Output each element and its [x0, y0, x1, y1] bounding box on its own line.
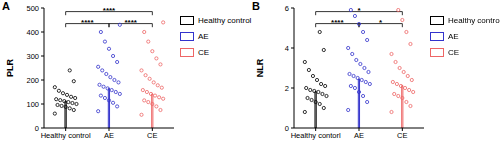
svg-text:*: *: [379, 18, 383, 27]
svg-text:0: 0: [285, 124, 289, 133]
svg-text:Healthy contorl: Healthy contorl: [291, 131, 341, 140]
svg-text:500: 500: [26, 4, 39, 13]
html-text:B: B: [252, 0, 260, 12]
svg-text:CE: CE: [397, 131, 407, 140]
svg-text:200: 200: [26, 76, 39, 85]
svg-text:PLR: PLR: [8, 58, 15, 77]
svg-text:2: 2: [285, 84, 289, 93]
svg-text:6: 6: [285, 4, 289, 13]
svg-text:400: 400: [26, 28, 39, 37]
svg-text:****: ****: [331, 18, 344, 27]
html-text:AE: AE: [198, 31, 209, 41]
html-text:Healthy control: Healthy control: [198, 15, 252, 25]
svg-text:AE: AE: [354, 131, 364, 140]
svg-text:100: 100: [26, 100, 39, 109]
svg-text:Healthy control: Healthy control: [41, 131, 91, 140]
svg-text:****: ****: [124, 18, 137, 27]
svg-text:CE: CE: [147, 131, 157, 140]
svg-text:*: *: [357, 8, 361, 15]
svg-text:****: ****: [103, 8, 116, 15]
html-text:A: A: [2, 0, 10, 12]
html-text:CE: CE: [198, 47, 210, 57]
svg-text:300: 300: [26, 52, 39, 61]
svg-text:NLR: NLR: [255, 58, 265, 77]
svg-text:4: 4: [285, 44, 289, 53]
html-text:CE: CE: [448, 47, 460, 57]
svg-text:****: ****: [81, 18, 94, 27]
html-text:AE: AE: [448, 31, 459, 41]
svg-text:0: 0: [35, 124, 39, 133]
svg-text:AE: AE: [104, 131, 114, 140]
